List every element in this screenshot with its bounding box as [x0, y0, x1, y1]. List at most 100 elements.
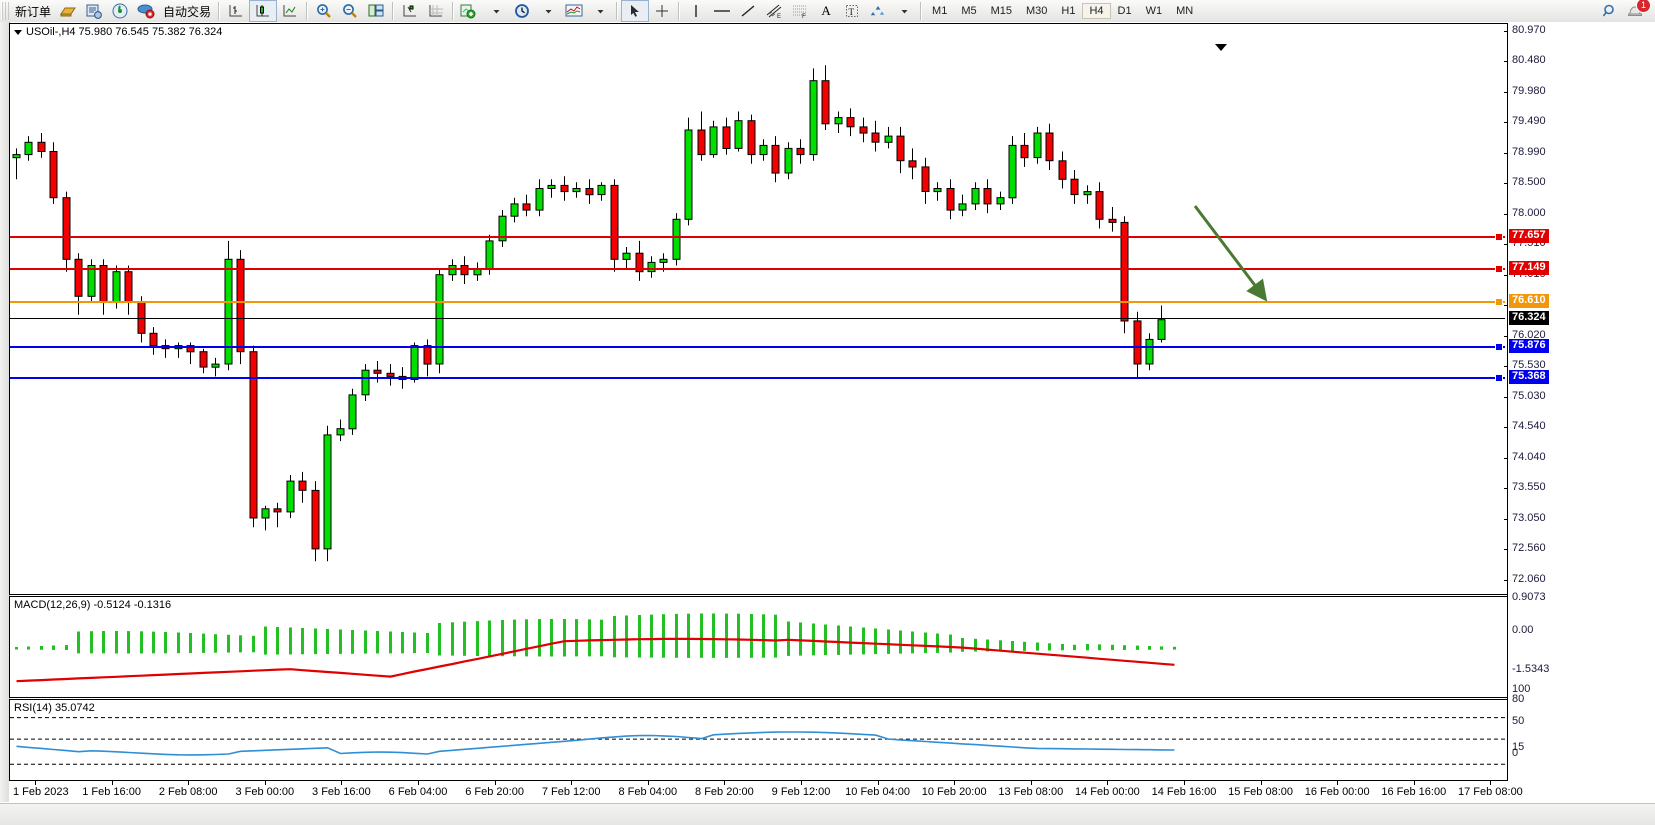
period-clock-icon[interactable] — [509, 1, 535, 21]
period-dropdown-arrow[interactable] — [535, 1, 561, 21]
timeframe-mn[interactable]: MN — [1176, 5, 1194, 17]
price-axis[interactable]: 80.970 80.480 79.980 79.490 78.990 78.500 78.0… — [1504, 23, 1655, 779]
rsi-pane[interactable]: RSI(14) 35.0742 — [9, 699, 1508, 781]
time-axis-tick-mark — [188, 781, 190, 785]
text-icon[interactable]: A — [821, 3, 831, 18]
price-axis-tick: 73.050 — [1512, 512, 1546, 525]
indicator-axis-tick: 80 — [1512, 693, 1525, 705]
autotrade-icon[interactable] — [133, 1, 159, 21]
new-order-button[interactable]: 新订单 — [15, 4, 52, 19]
indicators-icon[interactable] — [457, 1, 483, 21]
search-icon[interactable] — [1597, 1, 1623, 21]
time-axis-tick-mark — [111, 781, 113, 785]
toolbar-separator — [392, 2, 395, 20]
price-level-label-77.657[interactable]: 77.657 — [1509, 229, 1549, 244]
time-axis-label: 16 Feb 16:00 — [1381, 786, 1447, 798]
time-axis-tick-mark — [1030, 781, 1032, 785]
line-chart-icon[interactable] — [277, 1, 303, 21]
data-window-icon[interactable] — [397, 1, 423, 21]
cursor-icon[interactable] — [621, 0, 650, 22]
timeframe-m30[interactable]: M30 — [1026, 5, 1048, 17]
text-label-icon[interactable]: T — [839, 1, 865, 21]
level-line-76.610[interactable] — [10, 300, 1505, 303]
price-level-label-76.610[interactable]: 76.610 — [1509, 293, 1549, 308]
zoom-out-icon[interactable] — [337, 1, 363, 21]
zoom-in-icon[interactable] — [311, 1, 337, 21]
templates-dropdown-arrow[interactable] — [587, 1, 613, 21]
price-level-label-77.149[interactable]: 77.149 — [1509, 260, 1549, 275]
price-candles — [12, 65, 1166, 562]
level-line-handle[interactable] — [1495, 264, 1503, 273]
shapes-dropdown-arrow[interactable] — [891, 1, 917, 21]
timeframe-d1[interactable]: D1 — [1117, 5, 1132, 17]
price-level-label-76.324[interactable]: 76.324 — [1509, 311, 1549, 326]
indicator-axis-tick: 0.00 — [1512, 624, 1534, 636]
equidistant-channel-icon[interactable]: E — [761, 1, 787, 21]
timeframe-m5[interactable]: M5 — [961, 5, 977, 17]
signal-icon[interactable] — [107, 1, 133, 21]
timeframe-h1[interactable]: H1 — [1061, 5, 1076, 17]
time-axis-tick-mark — [494, 781, 496, 785]
level-line-75.368[interactable] — [10, 377, 1505, 380]
shapes-icon[interactable] — [865, 1, 891, 21]
price-level-label-75.368[interactable]: 75.368 — [1509, 370, 1549, 385]
price-axis-tick-mark — [1504, 427, 1508, 429]
level-line-handle[interactable] — [1495, 374, 1503, 383]
time-axis-label: 3 Feb 16:00 — [312, 786, 371, 798]
time-axis[interactable]: 1 Feb 2023 1 Feb 16:00 2 Feb 08:00 3 Feb 00… — [9, 780, 1523, 803]
time-axis-label: 6 Feb 04:00 — [388, 786, 448, 798]
tile-windows-icon[interactable] — [363, 1, 389, 21]
autotrade-button[interactable]: 自动交易 — [163, 4, 212, 19]
time-axis-tick-mark — [1490, 781, 1492, 785]
bar-chart-icon[interactable] — [223, 1, 249, 21]
price-axis-tick-mark — [1504, 305, 1508, 307]
price-axis-tick-mark — [1504, 488, 1508, 490]
price-pane[interactable]: USOil-,H4 75.980 76.545 75.382 76.324 — [9, 23, 1508, 595]
price-axis-tick-mark — [1504, 549, 1508, 551]
time-axis-tick-mark — [1107, 781, 1109, 785]
candlestick-chart-icon[interactable] — [249, 0, 278, 22]
price-axis-tick-mark — [1504, 183, 1508, 185]
price-axis-tick-mark — [1504, 336, 1508, 338]
price-level-label-75.876[interactable]: 75.876 — [1509, 339, 1549, 354]
timeframe-m1[interactable]: M1 — [932, 5, 948, 17]
timeframe-w1[interactable]: W1 — [1145, 5, 1163, 17]
scroll-marker-icon — [1215, 44, 1227, 51]
toolbar-separator — [452, 2, 455, 20]
level-line-77.149[interactable] — [10, 267, 1505, 270]
trendline-icon[interactable] — [735, 1, 761, 21]
terminal-icon[interactable] — [81, 1, 107, 21]
level-line-76.324[interactable] — [10, 318, 1505, 320]
level-line-handle[interactable] — [1495, 297, 1503, 306]
time-axis-label: 9 Feb 12:00 — [771, 786, 831, 798]
time-axis-label: 8 Feb 20:00 — [695, 786, 754, 798]
price-axis-tick-mark — [1504, 122, 1508, 124]
price-axis-tick: 80.480 — [1512, 54, 1546, 67]
collapse-caret-icon[interactable] — [14, 29, 22, 35]
level-line-handle[interactable] — [1495, 343, 1503, 352]
toolbar-separator — [218, 2, 221, 20]
timeframe-m15[interactable]: M15 — [990, 5, 1012, 17]
toolbar-grip[interactable] — [1, 2, 9, 20]
alerts-icon[interactable]: 1 — [1623, 0, 1651, 21]
level-line-handle[interactable] — [1495, 233, 1503, 242]
gold-bar-icon[interactable] — [55, 1, 81, 21]
fibonacci-icon[interactable]: F — [787, 1, 813, 21]
time-axis-label: 16 Feb 00:00 — [1304, 786, 1370, 798]
price-axis-tick-mark — [1504, 153, 1508, 155]
templates-icon[interactable] — [561, 1, 587, 21]
horizontal-line-icon[interactable] — [709, 1, 735, 21]
grid-icon[interactable] — [423, 1, 449, 21]
time-axis-tick-mark — [35, 781, 36, 785]
timeframe-h4[interactable]: H4 — [1082, 3, 1111, 19]
price-axis-tick: 78.000 — [1512, 207, 1546, 220]
level-line-75.876[interactable] — [10, 346, 1505, 349]
macd-pane[interactable]: MACD(12,26,9) -0.5124 -0.1316 — [9, 596, 1508, 698]
indicators-dropdown-arrow[interactable] — [483, 1, 509, 21]
crosshair-icon[interactable] — [649, 1, 675, 21]
status-bar — [0, 803, 1655, 825]
price-axis-tick: 76.020 — [1512, 329, 1546, 342]
price-axis-tick: 72.060 — [1512, 573, 1546, 586]
vertical-line-icon[interactable] — [683, 1, 709, 21]
level-line-77.657[interactable] — [10, 236, 1505, 239]
